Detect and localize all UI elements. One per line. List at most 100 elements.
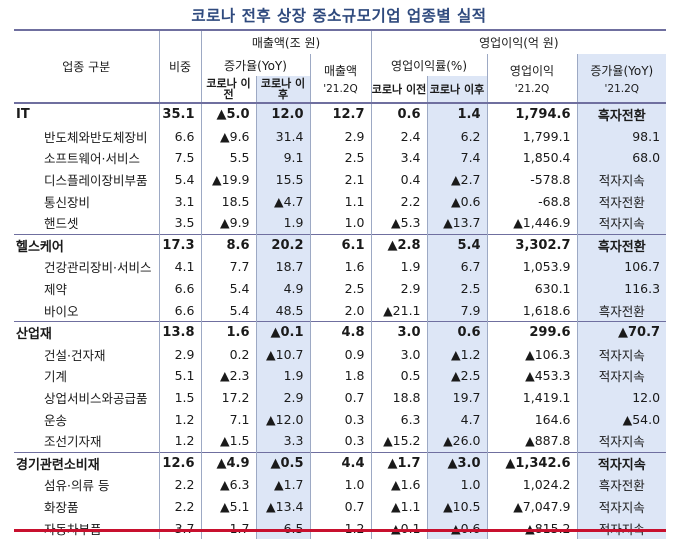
table-row: 반도체와반도체장비 6.6 ▲9.6 31.4 2.9 2.4 6.2 1,799.1 98.1	[14, 125, 667, 148]
row-sales-21q2: 1.6	[309, 256, 372, 278]
row-op-pre: ▲15.2	[370, 429, 428, 452]
table-row: 핸드셋 3.5 ▲9.9 1.9 1.0 ▲5.3 ▲13.7 ▲1,446.9 적자지속	[14, 211, 667, 235]
row-op-21q2: 3,302.7	[486, 233, 578, 257]
row-op-21q2: ▲106.3	[486, 343, 578, 366]
row-sales-21q2: 2.9	[309, 125, 372, 148]
row-sales-pre: 7.1	[200, 408, 256, 430]
row-op-pre: ▲5.3	[370, 211, 428, 235]
row-sales-post: 20.2	[255, 233, 310, 257]
row-sales-21q2: 0.7	[309, 495, 372, 518]
row-op-21q2: 1,618.6	[486, 299, 578, 322]
row-op-post: ▲2.7	[426, 168, 488, 191]
row-sales-post: ▲13.4	[255, 495, 310, 518]
row-op-growth: 12.0	[576, 386, 667, 409]
row-share: 3.1	[158, 190, 201, 212]
row-op-pre: ▲21.1	[370, 299, 428, 322]
row-op-pre: 0.5	[370, 365, 428, 387]
header-category: 업종 구분	[14, 29, 159, 102]
row-op-pre: 3.4	[370, 147, 428, 169]
row-op-pre: ▲1.1	[370, 495, 428, 518]
row-sales-pre: ▲4.9	[200, 451, 256, 475]
row-share: 2.9	[158, 343, 201, 366]
row-name: 산업재	[14, 320, 159, 344]
row-sales-pre: ▲5.0	[200, 102, 256, 126]
row-share: 6.6	[158, 299, 201, 322]
header-op-growth-label: 증가율(YoY)	[590, 63, 654, 78]
row-op-growth: 116.3	[576, 277, 667, 300]
row-sales-21q2: 1.0	[309, 211, 372, 235]
row-op-growth: 적자지속	[576, 451, 667, 475]
row-share: 1.2	[158, 408, 201, 430]
header-sales-group: 매출액(조 원)	[200, 29, 372, 54]
row-sales-pre: ▲1.5	[200, 429, 256, 452]
row-sales-21q2: 2.5	[309, 277, 372, 300]
row-share: 1.2	[158, 429, 201, 452]
row-name: 조선기자재	[44, 434, 102, 450]
row-share: 4.1	[158, 256, 201, 278]
row-sales-pre: 5.5	[200, 147, 256, 169]
row-sales-21q2: 1.8	[309, 365, 372, 387]
row-op-pre: 1.9	[370, 256, 428, 278]
row-op-post: ▲1.2	[426, 343, 488, 366]
row-name: 화장품	[44, 499, 79, 515]
row-sales-pre: ▲9.6	[200, 125, 256, 148]
highlight-underline	[14, 529, 666, 532]
row-sales-21q2: 4.8	[309, 320, 372, 344]
row-op-21q2: ▲1,342.6	[486, 451, 578, 475]
row-op-growth: 흑자전환	[576, 299, 667, 322]
row-sales-post: 1.9	[255, 365, 310, 387]
row-share: 12.6	[158, 451, 201, 475]
row-name: 바이오	[44, 303, 79, 319]
row-name: 핸드셋	[44, 216, 79, 232]
row-sales-pre: 8.6	[200, 233, 256, 257]
row-op-pre: 2.4	[370, 125, 428, 148]
row-sales-pre: 5.4	[200, 299, 256, 322]
table-row: IT 35.1 ▲5.0 12.0 12.7 0.6 1.4 1,794.6 흑자전환	[14, 102, 667, 126]
row-share: 6.6	[158, 125, 201, 148]
row-op-growth: 적자지속	[576, 168, 667, 191]
table-row: 조선기자재 1.2 ▲1.5 3.3 0.3 ▲15.2 ▲26.0 ▲887.8 적자지속	[14, 429, 667, 452]
row-op-growth: 적자지속	[576, 211, 667, 235]
row-sales-pre: 7.7	[200, 256, 256, 278]
row-op-post: ▲13.7	[426, 211, 488, 235]
row-op-21q2: ▲887.8	[486, 429, 578, 452]
row-share: 6.6	[158, 277, 201, 300]
row-op-post: ▲26.0	[426, 429, 488, 452]
table-row: 통신장비 3.1 18.5 ▲4.7 1.1 2.2 ▲0.6 -68.8 적자전환	[14, 190, 667, 212]
row-sales-post: 12.0	[255, 102, 310, 126]
row-op-growth: 적자지속	[576, 343, 667, 366]
row-sales-post: ▲0.5	[255, 451, 310, 475]
row-op-growth: ▲70.7	[576, 320, 667, 344]
row-op-growth: 적자지속	[576, 429, 667, 452]
row-op-21q2: 299.6	[486, 320, 578, 344]
row-op-pre: 2.9	[370, 277, 428, 300]
header-op-group: 영업이익(억 원)	[370, 29, 667, 54]
row-op-21q2: 1,024.2	[486, 474, 578, 496]
row-sales-21q2: 1.1	[309, 190, 372, 212]
row-op-pre: ▲1.7	[370, 451, 428, 475]
header-sales-level-label: 매출액	[323, 63, 358, 78]
row-op-post: 6.2	[426, 125, 488, 148]
row-share: 13.8	[158, 320, 201, 344]
row-name: 경기관련소비재	[14, 451, 159, 475]
row-sales-21q2: 2.0	[309, 299, 372, 322]
row-op-post: 6.7	[426, 256, 488, 278]
row-sales-post: 3.3	[255, 429, 310, 452]
row-op-pre: 3.0	[370, 343, 428, 366]
row-share: 17.3	[158, 233, 201, 257]
row-op-21q2: 164.6	[486, 408, 578, 430]
row-op-pre: 0.4	[370, 168, 428, 191]
row-op-post: 4.7	[426, 408, 488, 430]
row-sales-21q2: 6.1	[309, 233, 372, 257]
row-sales-pre: 1.6	[200, 320, 256, 344]
row-sales-post: 4.9	[255, 277, 310, 300]
row-name: 헬스케어	[14, 233, 159, 257]
table-row: 바이오 6.6 5.4 48.5 2.0 ▲21.1 7.9 1,618.6 흑자전환	[14, 299, 667, 322]
row-op-21q2: 1,799.1	[486, 125, 578, 148]
row-op-21q2: -68.8	[486, 190, 578, 212]
row-name: 운송	[44, 412, 68, 428]
row-sales-pre: ▲9.9	[200, 211, 256, 235]
row-op-post: 0.6	[426, 320, 488, 344]
row-op-growth: 68.0	[576, 147, 667, 169]
row-name: 제약	[44, 282, 68, 298]
